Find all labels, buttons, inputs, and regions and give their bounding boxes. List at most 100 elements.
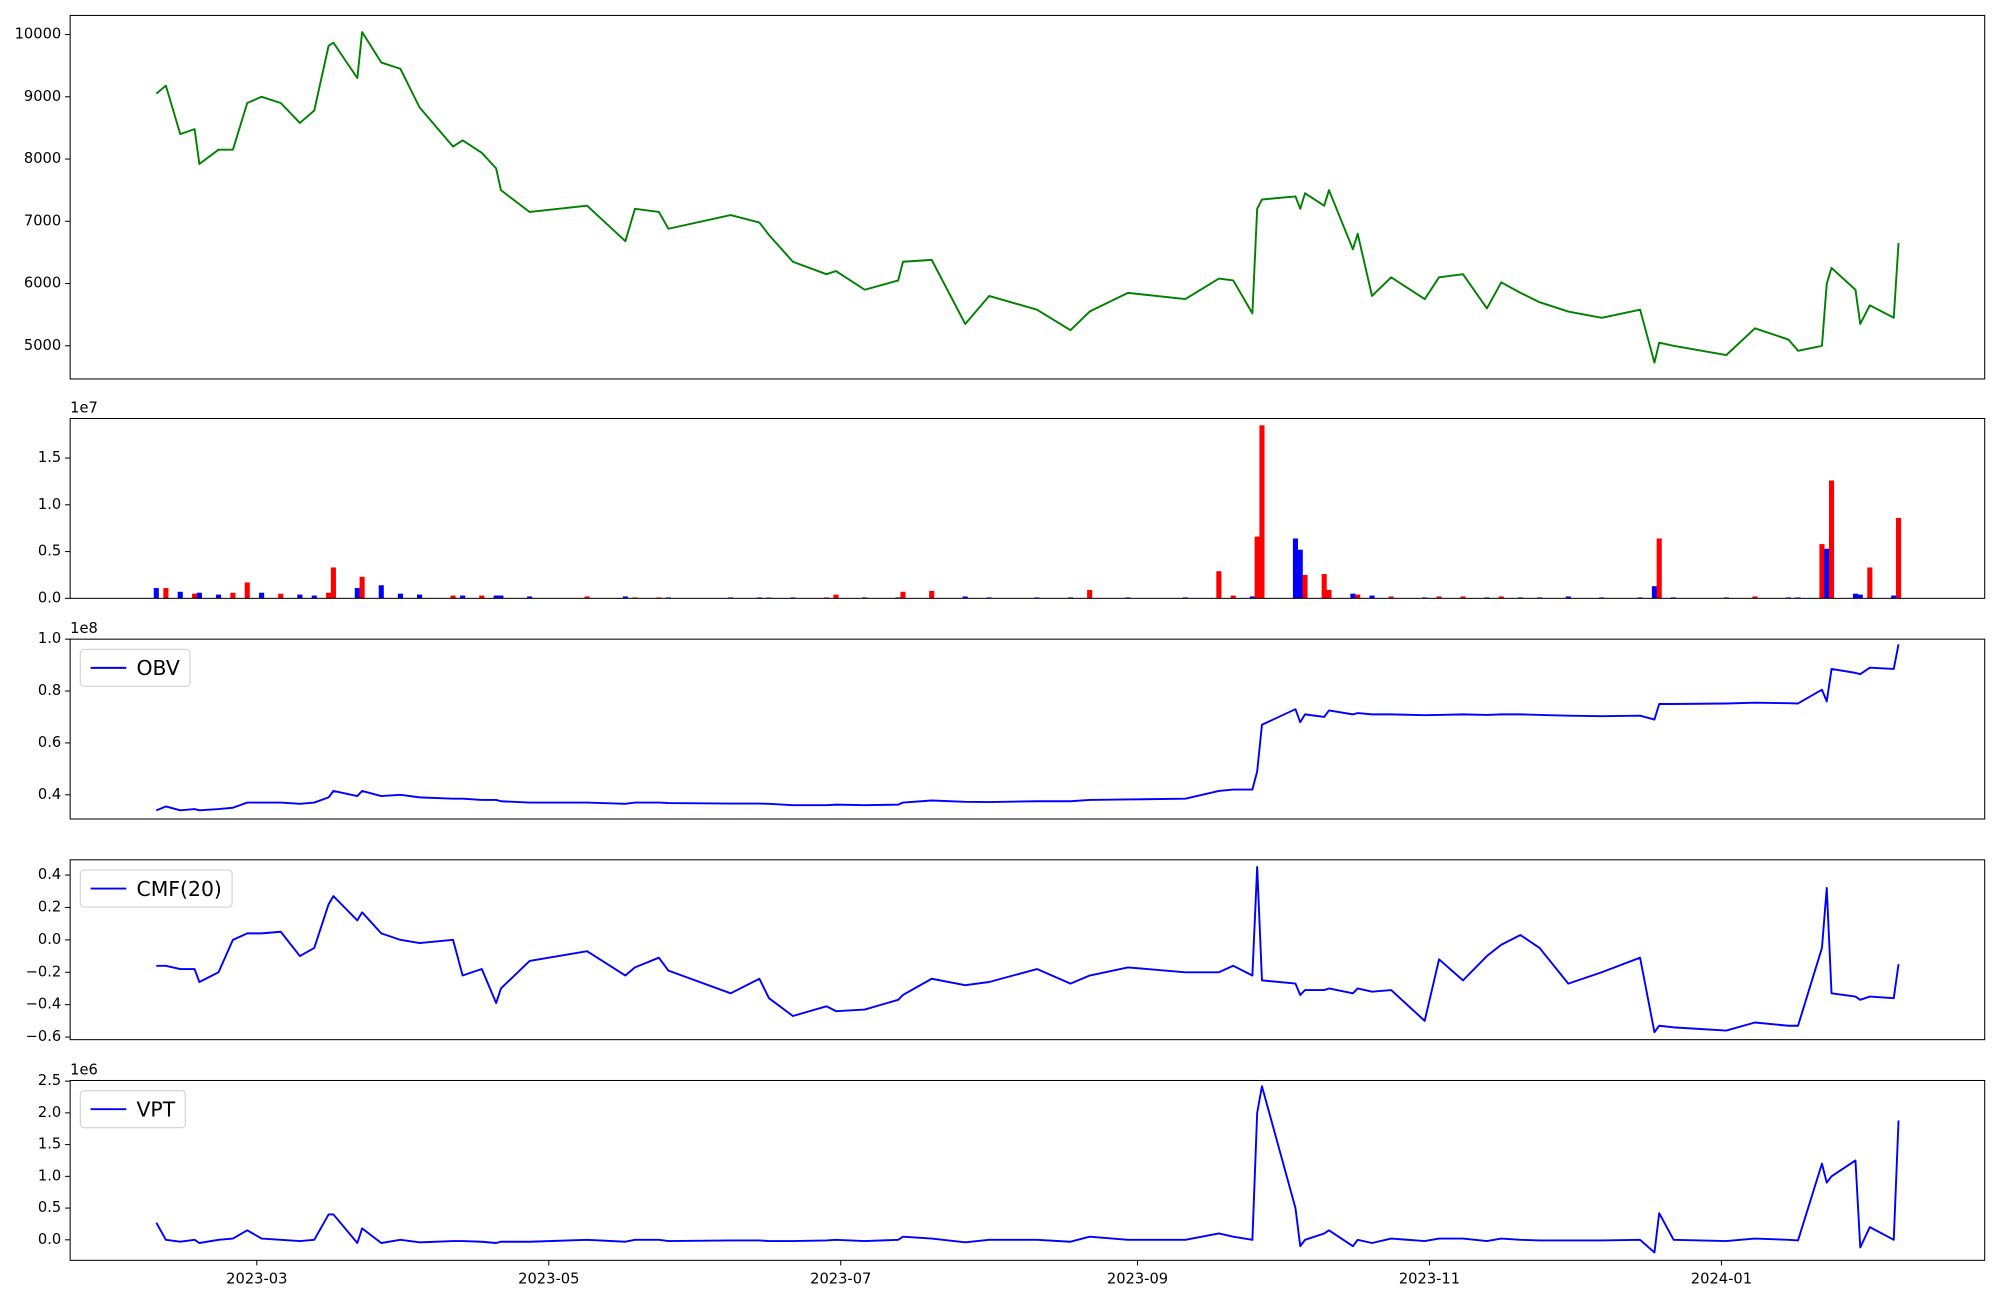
y-tick-label: 0.4 (38, 866, 61, 883)
axis-offset-label: 1e8 (70, 620, 98, 637)
bar (1326, 589, 1332, 599)
bar (1498, 596, 1504, 599)
bar (1292, 538, 1299, 599)
bar (330, 567, 336, 599)
bar (833, 594, 839, 599)
bar (1891, 595, 1897, 599)
bar (460, 595, 466, 599)
y-tick-label: 7000 (24, 212, 61, 229)
y-tick-label: 0.0 (38, 589, 61, 606)
y-tick-label: 5000 (24, 337, 61, 354)
x-tick-label: 2024-01 (1691, 1270, 1752, 1287)
bar (1230, 595, 1236, 599)
y-tick-label: 0.0 (38, 931, 61, 948)
y-tick-label: −0.2 (26, 963, 62, 980)
x-tick-label: 2023-03 (226, 1270, 287, 1287)
bar (397, 593, 403, 599)
bar (527, 596, 533, 599)
y-tick-label: 2.0 (38, 1104, 61, 1121)
bar (378, 585, 384, 599)
y-tick-label: −0.4 (26, 996, 62, 1013)
bar (479, 595, 485, 599)
bar (1216, 571, 1222, 599)
bar (584, 596, 590, 599)
y-tick-label: 6000 (24, 275, 61, 292)
bar (1355, 594, 1361, 599)
bar (1259, 425, 1265, 599)
legend-label: OBV (136, 656, 179, 680)
legend-box (79, 1090, 187, 1129)
axis-offset-label: 1e7 (70, 399, 98, 416)
bar (1824, 548, 1830, 599)
bar (1565, 596, 1571, 599)
plot-frame (69, 1079, 1986, 1261)
bar (1249, 596, 1255, 599)
y-tick-label: 0.2 (38, 898, 61, 915)
bar (498, 595, 504, 599)
axis-offset-label: 1e6 (70, 1061, 98, 1078)
bar (900, 591, 906, 599)
y-tick-label: 10000 (15, 26, 62, 43)
y-tick-label: 1.0 (38, 1167, 61, 1184)
bar (311, 595, 317, 599)
bar (192, 593, 198, 599)
bar (326, 592, 332, 599)
bar (215, 594, 222, 599)
y-tick-label: 0.8 (38, 682, 61, 699)
y-tick-label: 0.4 (38, 786, 61, 803)
data-line (155, 31, 1900, 364)
bar (259, 592, 265, 599)
y-tick-label: 8000 (24, 150, 61, 167)
bar (177, 591, 183, 599)
bar (1651, 586, 1657, 599)
bar (163, 588, 169, 599)
plot-frame (69, 638, 1986, 820)
bar (1369, 595, 1375, 599)
y-tick-label: 1.5 (38, 449, 61, 466)
data-line (155, 644, 1900, 812)
bar (1828, 480, 1835, 599)
y-tick-label: 9000 (24, 88, 61, 105)
y-tick-label: 1.0 (38, 496, 61, 513)
bar (1350, 593, 1356, 599)
bar (1656, 538, 1662, 599)
bar (622, 596, 628, 599)
x-tick-label: 2023-11 (1399, 1270, 1460, 1287)
bar (1460, 596, 1466, 599)
bar (1857, 594, 1863, 599)
bar (1867, 567, 1873, 599)
bar (1321, 574, 1327, 599)
data-line (155, 1085, 1900, 1254)
bar (244, 582, 250, 599)
bar (153, 588, 159, 599)
y-tick-label: 0.5 (38, 543, 61, 560)
bar (417, 594, 423, 599)
x-tick-label: 2023-05 (518, 1270, 579, 1287)
y-tick-label: 0.0 (38, 1231, 61, 1248)
data-line (156, 865, 1900, 1034)
bar (1254, 536, 1260, 599)
bar (297, 594, 303, 599)
bar (359, 576, 365, 599)
legend-label: CMF(20) (136, 877, 221, 901)
bar (1302, 574, 1308, 599)
bar (1297, 549, 1303, 599)
y-tick-label: 2.5 (38, 1072, 61, 1089)
bar (1852, 593, 1859, 599)
legend-box (79, 648, 191, 687)
bar (196, 592, 202, 599)
legend-box (79, 869, 233, 908)
bar (1388, 596, 1394, 599)
plot-frame (69, 417, 1986, 599)
bar (1087, 589, 1093, 599)
plot-frame (69, 859, 1986, 1041)
y-tick-label: 0.6 (38, 734, 61, 751)
bar (929, 590, 935, 599)
bar (230, 592, 236, 599)
bar (962, 596, 968, 599)
bar (493, 595, 499, 599)
bar (1819, 544, 1825, 599)
bar (450, 595, 456, 599)
